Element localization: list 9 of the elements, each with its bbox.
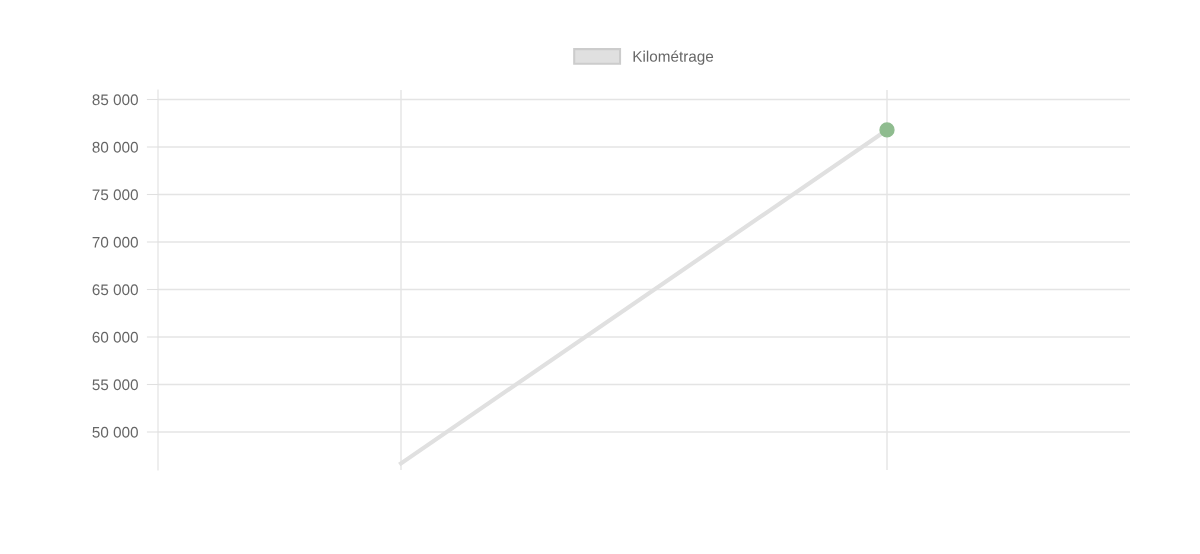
- y-tick-label: 70 000: [92, 236, 138, 248]
- y-tick-label: 85 000: [92, 94, 138, 106]
- y-tick-label: 50 000: [92, 426, 138, 438]
- y-tick-label: 80 000: [92, 141, 138, 153]
- y-tick-label: 60 000: [92, 331, 138, 343]
- y-tick-label: 55 000: [92, 379, 138, 391]
- y-tick-label: 75 000: [92, 189, 138, 201]
- y-tick-label: 65 000: [92, 284, 138, 296]
- legend-label: Kilométrage: [633, 50, 714, 65]
